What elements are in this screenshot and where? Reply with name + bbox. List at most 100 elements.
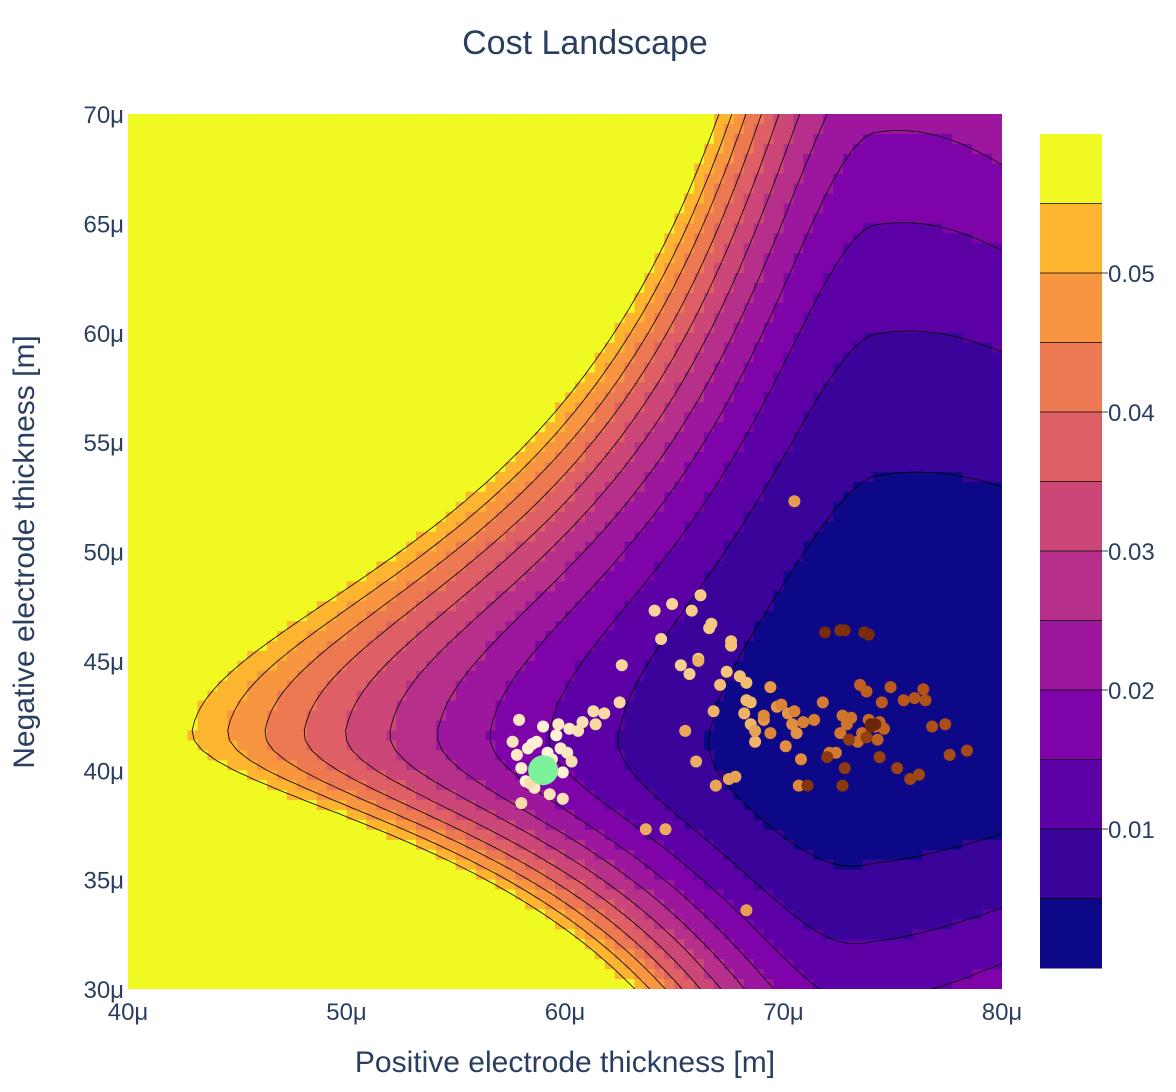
contour-cell [535,412,546,423]
contour-cell [674,153,685,165]
contour-cell [406,223,417,234]
contour-cell [167,670,179,682]
contour-cell [376,422,387,433]
contour-cell [296,859,308,871]
contour-cell [644,720,655,732]
contour-cell [376,780,387,791]
contour-cell [128,253,139,264]
contour-cell [574,491,586,503]
contour-cell [555,591,566,602]
contour-cell [594,123,606,135]
contour-cell [187,780,199,791]
contour-cell [555,680,566,692]
contour-cell [356,810,367,821]
contour-cell [614,839,626,851]
contour-cell [614,412,626,423]
contour-cell [286,541,298,553]
contour-cell [237,233,248,244]
contour-cell [594,352,606,364]
contour-cell [654,342,665,354]
contour-cell [356,223,367,234]
contour-cell [306,332,318,344]
contour-cell [247,790,258,801]
contour-cell [674,422,685,433]
contour-cell [306,452,318,463]
contour-cell [594,680,606,692]
contour-cell [356,839,367,851]
contour-cell [197,342,209,354]
contour-cell [425,839,437,851]
contour-cell [386,183,397,195]
contour-cell [614,710,626,722]
contour-cell [644,362,655,374]
contour-cell [574,541,586,553]
contour-cell [167,511,179,523]
contour-cell [515,263,526,274]
contour-cell [624,392,636,403]
contour-cell [326,710,338,722]
contour-cell [217,621,228,632]
contour-cell [296,611,308,622]
contour-cell [634,412,646,423]
contour-cell [505,133,516,145]
contour-cell [604,243,616,254]
contour-cell [644,273,655,284]
contour-cell [137,780,149,791]
contour-cell [495,740,507,751]
contour-cell [128,531,139,543]
contour-cell [624,143,636,155]
contour-cell [495,481,507,493]
contour-cell [435,123,447,135]
contour-cell [574,243,586,254]
contour-cell [276,869,288,881]
contour-cell [197,819,209,831]
contour-cell [276,342,288,354]
contour-cell [555,273,566,284]
contour-cell [247,730,258,742]
contour-cell [525,710,536,722]
contour-cell [366,372,377,384]
contour-cell [306,839,318,851]
contour-cell [247,969,258,980]
contour-cell [624,899,636,911]
contour-cell [455,760,467,771]
contour-cell [366,979,377,989]
contour-cell [525,312,536,324]
contour-cell [187,382,199,394]
contour-cell [386,690,397,702]
contour-cell [594,621,606,632]
contour-cell [346,183,358,195]
contour-cell [316,760,328,771]
contour-cell [555,879,566,891]
contour-cell [217,223,228,234]
contour-cell [217,203,228,215]
contour-cell [147,760,159,771]
contour-cell [644,611,655,622]
contour-cell [286,432,298,443]
contour-cell [455,412,467,423]
contour-cell [306,810,318,821]
contour-cell [584,819,596,831]
contour-cell [187,422,199,433]
contour-cell [267,442,278,453]
contour-cell [644,531,655,543]
contour-cell [584,601,596,612]
contour-cell [128,442,139,453]
contour-cell [187,929,199,940]
contour-cell [207,213,218,224]
contour-cell [147,631,159,642]
contour-cell [565,839,576,851]
contour-cell [326,223,338,234]
contour-cell [316,969,328,980]
contour-cell [197,273,209,284]
contour-cell [306,342,318,354]
contour-cell [386,193,397,205]
contour-cell [644,949,655,960]
contour-cell [445,481,457,493]
contour-cell [406,432,417,443]
contour-cell [515,829,526,841]
contour-cell [316,849,328,861]
contour-cell [346,650,358,662]
contour-cell [137,551,149,563]
contour-cell [445,750,457,761]
